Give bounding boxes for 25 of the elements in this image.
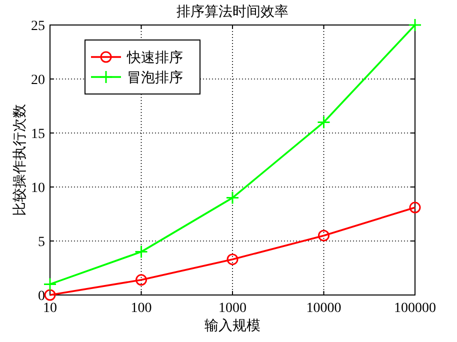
y-axis-title: 比较操作执行次数	[12, 104, 28, 216]
x-tick-label: 1000	[218, 301, 246, 316]
legend-label: 快速排序	[126, 50, 183, 66]
x-axis-title: 输入规模	[204, 318, 260, 334]
point	[408, 18, 422, 32]
point	[317, 115, 330, 129]
y-tick-label: 10	[31, 181, 45, 196]
point	[226, 254, 238, 266]
point	[43, 277, 57, 291]
x-tick-label: 100	[130, 301, 152, 316]
legend-label: 冒泡排序	[127, 70, 183, 86]
x-tick-label: 10000	[306, 301, 342, 316]
x-tick-label: 100000	[394, 301, 436, 316]
y-tick-label: 5	[38, 235, 45, 250]
point	[226, 191, 240, 205]
point	[318, 230, 330, 242]
chart-title: 排序算法时间效率	[176, 4, 288, 20]
y-tick-label: 15	[31, 127, 45, 142]
point	[409, 202, 421, 214]
point	[44, 289, 56, 301]
point	[136, 274, 147, 286]
y-tick-label: 25	[31, 19, 45, 34]
y-tick-label: 0	[38, 289, 45, 304]
point	[134, 245, 148, 259]
y-tick-label: 20	[31, 73, 45, 88]
